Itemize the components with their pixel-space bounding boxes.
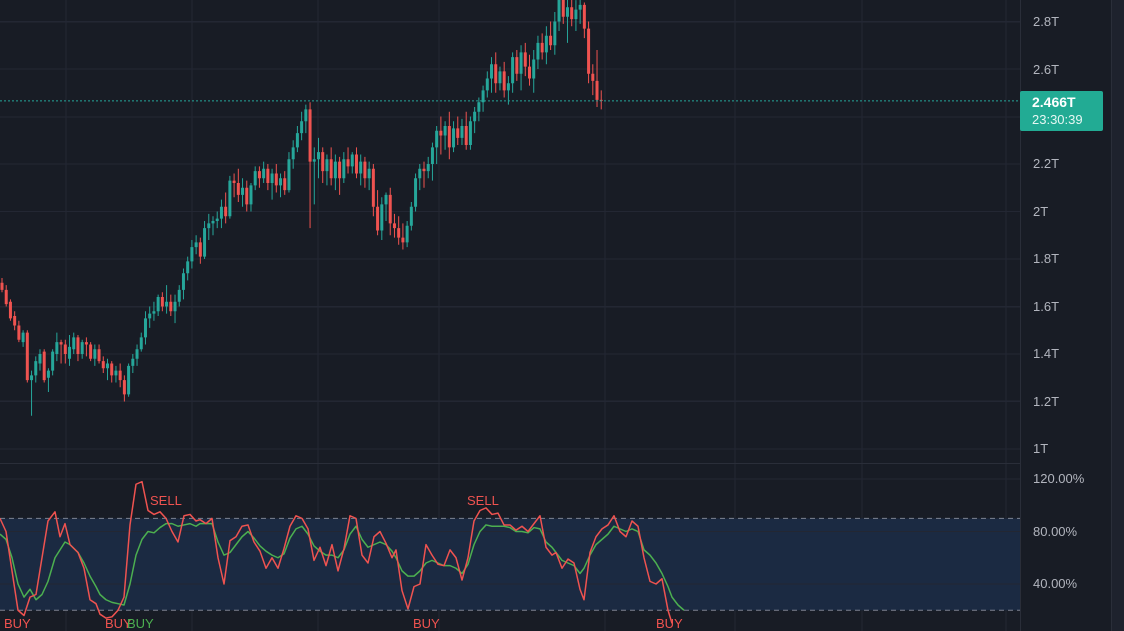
- buy-signal-label: BUY: [413, 616, 440, 631]
- price-tick-label: 2.8T: [1033, 14, 1060, 29]
- sell-signal-label: SELL: [467, 493, 499, 508]
- oscillator-tick-label: 40.00%: [1033, 576, 1078, 591]
- price-tick-label: 1.6T: [1033, 299, 1060, 314]
- price-tick-label: 1.4T: [1033, 346, 1060, 361]
- oscillator-tick-label: 120.00%: [1033, 471, 1085, 486]
- buy-signal-label: BUY: [4, 616, 31, 631]
- price-tick-label: 2T: [1033, 204, 1049, 219]
- buy-signal-label: BUY: [656, 616, 683, 631]
- current-price-value: 2.466T: [1032, 94, 1076, 110]
- price-tick-label: 1.2T: [1033, 394, 1060, 409]
- bar-countdown: 23:30:39: [1032, 112, 1083, 127]
- price-tick-label: 2.2T: [1033, 156, 1060, 171]
- buy-signal-label: BUY: [127, 616, 154, 631]
- sell-signal-label: SELL: [150, 493, 182, 508]
- right-scrollbar-strip[interactable]: [1111, 0, 1124, 631]
- price-tick-label: 2.6T: [1033, 62, 1060, 77]
- pane-separator[interactable]: [0, 463, 1111, 464]
- buy-signal-label: BUY: [105, 616, 132, 631]
- oscillator-tick-label: 80.00%: [1033, 524, 1078, 539]
- current-price-tag: 2.466T 23:30:39: [1020, 91, 1103, 131]
- price-tick-label: 1T: [1033, 441, 1049, 456]
- price-tick-label: 1.8T: [1033, 251, 1060, 266]
